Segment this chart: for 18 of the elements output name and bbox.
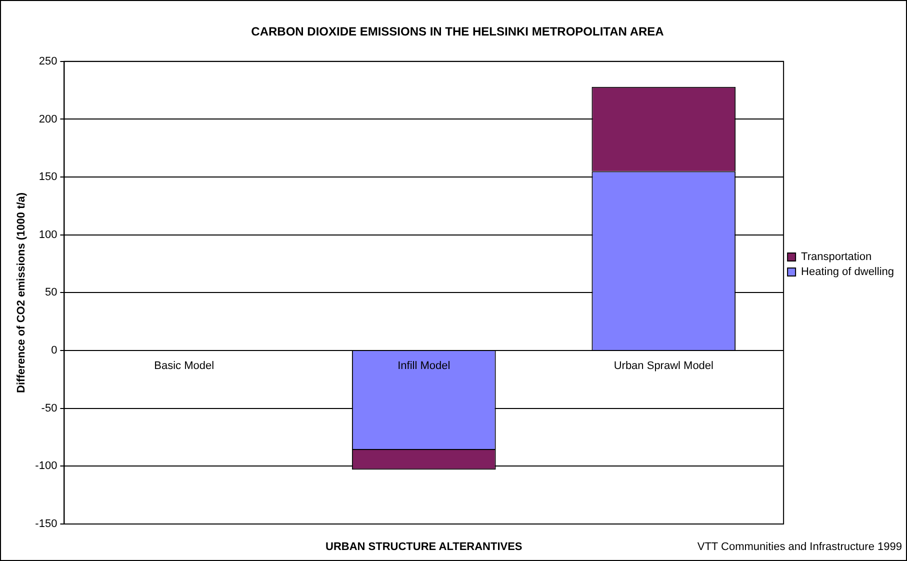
- x-tick-label: Basic Model: [154, 360, 214, 372]
- legend-label: Heating of dwelling: [801, 266, 894, 278]
- y-tick-label: -100: [35, 460, 58, 472]
- x-tick-label: Infill Model: [398, 360, 450, 372]
- y-tick-label: -50: [41, 402, 58, 414]
- y-tick-label: 200: [38, 113, 58, 126]
- y-tick-label: 150: [38, 171, 58, 184]
- x-axis-title: URBAN STRUCTURE ALTERANTIVES: [325, 541, 522, 553]
- y-tick-label: 100: [38, 228, 58, 241]
- x-tick-label: Urban Sprawl Model: [614, 360, 714, 372]
- y-tick-label: 250: [38, 55, 58, 68]
- text: VTT Communities and Infrastructure 1999: [697, 541, 902, 553]
- chart-title: CARBON DIOXIDE EMISSIONS IN THE HELSINKI METROPOLITAN AREA: [251, 24, 664, 39]
- y-axis-title: Difference of CO2 emissions (1000 t/a): [16, 192, 28, 393]
- y-tick-label: -150: [35, 518, 58, 530]
- legend-label: Transportation: [801, 251, 872, 264]
- y-tick-label: 0: [51, 344, 58, 357]
- y-tick-label: 50: [44, 286, 58, 299]
